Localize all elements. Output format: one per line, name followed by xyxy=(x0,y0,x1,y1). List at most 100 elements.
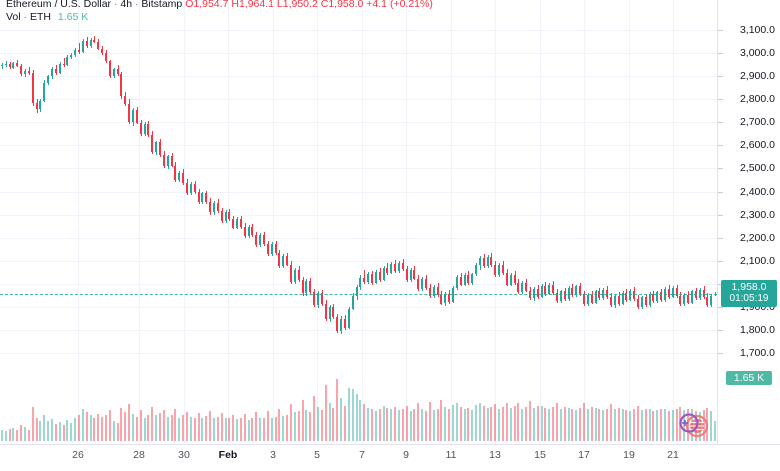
volume-bar xyxy=(78,414,80,441)
candle-body xyxy=(313,291,315,306)
candle-body xyxy=(502,265,504,273)
price-tick-label: 2,700.0 xyxy=(718,115,780,129)
volume-bar xyxy=(410,410,412,441)
price-tick-label: 2,400.0 xyxy=(718,185,780,199)
volume-bar xyxy=(124,412,126,441)
gridline-horizontal xyxy=(0,284,717,285)
candle-body xyxy=(124,96,126,105)
volume-bar xyxy=(155,415,157,441)
candle-body xyxy=(402,262,404,270)
candle-body xyxy=(464,275,466,285)
candle-body xyxy=(120,74,122,97)
candle-body xyxy=(186,182,188,193)
time-tick-label: 17 xyxy=(578,449,590,461)
volume-bar xyxy=(105,414,107,441)
volume-bar xyxy=(471,410,473,441)
volume-bar xyxy=(5,431,7,441)
candle-body xyxy=(163,154,165,167)
candle-body xyxy=(629,291,631,300)
tick-dash xyxy=(718,122,723,124)
gridline-vertical xyxy=(451,0,452,444)
volume-bar xyxy=(117,422,119,441)
volume-bar xyxy=(452,404,454,441)
gridline-horizontal xyxy=(0,238,717,239)
candle-body xyxy=(329,307,331,319)
candle-body xyxy=(201,193,203,203)
candle-body xyxy=(205,193,207,202)
volume-bar xyxy=(136,416,138,441)
candle-body xyxy=(591,294,593,303)
candle-body xyxy=(618,296,620,304)
gridline-vertical xyxy=(317,0,318,444)
volume-bar xyxy=(390,409,392,441)
candle-body xyxy=(710,295,712,305)
volume-bar xyxy=(664,408,666,441)
tick-dash xyxy=(718,29,723,31)
volume-bar xyxy=(236,419,238,441)
time-axis[interactable]: 26 28 30 Feb 3 5 7 9 11 13 15 17 19 21 xyxy=(0,444,780,471)
candle-body xyxy=(483,258,485,267)
candle-body xyxy=(20,65,22,74)
tick-dash xyxy=(718,214,723,216)
volume-bar xyxy=(151,407,153,441)
volume-bar xyxy=(132,413,134,441)
volume-bar xyxy=(394,407,396,441)
current-price-line xyxy=(0,294,717,295)
candle-body xyxy=(583,294,585,304)
price-tick-label: 2,100.0 xyxy=(718,254,780,268)
candle-body xyxy=(344,319,346,329)
volume-bar xyxy=(332,407,334,441)
volume-bar xyxy=(12,428,14,441)
tick-dash xyxy=(718,191,723,193)
candle-body xyxy=(144,123,146,134)
candle-body xyxy=(440,294,442,304)
volume-bar xyxy=(194,418,196,441)
volume-bar xyxy=(16,430,18,441)
volume-bar xyxy=(251,418,253,441)
volume-bar xyxy=(32,407,34,441)
volume-bar xyxy=(248,419,250,441)
candle-body xyxy=(267,243,269,254)
price-tick-label: 1,700.0 xyxy=(718,346,780,360)
tick-dash xyxy=(718,284,723,286)
candle-body xyxy=(348,309,350,329)
volume-bar xyxy=(560,408,562,441)
candle-body xyxy=(394,263,396,271)
volume-bar xyxy=(329,403,331,441)
price-tick-label: 2,200.0 xyxy=(718,231,780,245)
candle-body xyxy=(645,297,647,306)
gridline-horizontal xyxy=(0,168,717,169)
volume-bar xyxy=(467,407,469,441)
candle-body xyxy=(332,307,334,318)
tick-dash xyxy=(718,75,723,77)
candle-body xyxy=(703,289,705,298)
candle-body xyxy=(101,48,103,54)
price-axis[interactable]: 3,100.0 3,000.0 2,900.0 2,800.0 2,700.0 2,600… xyxy=(717,0,780,444)
current-price-value: 1,958.0 xyxy=(731,280,767,293)
volume-bar xyxy=(63,425,65,441)
volume-bar xyxy=(587,408,589,441)
candle-body xyxy=(225,211,227,221)
gridline-vertical xyxy=(584,0,585,444)
candle-body xyxy=(379,272,381,280)
volume-bar xyxy=(163,410,165,441)
time-tick-label: 3 xyxy=(270,449,276,461)
candle-body xyxy=(410,269,412,280)
time-tick-label: 9 xyxy=(403,449,409,461)
candle-body xyxy=(275,244,277,254)
volume-bar xyxy=(629,410,631,441)
chart-plot-area[interactable] xyxy=(0,0,717,444)
candle-body xyxy=(117,69,119,75)
gridline-vertical xyxy=(629,0,630,444)
volume-bar xyxy=(74,417,76,441)
volume-bar xyxy=(109,410,111,441)
volume-bar xyxy=(97,413,99,441)
candle-body xyxy=(444,293,446,304)
volume-bar xyxy=(39,420,41,441)
gridline-horizontal xyxy=(0,99,717,100)
candle-body xyxy=(437,286,439,295)
volume-bar xyxy=(344,405,346,441)
candle-body xyxy=(105,53,107,62)
current-price-badge: 1,958.0 01:05:19 xyxy=(721,279,777,307)
